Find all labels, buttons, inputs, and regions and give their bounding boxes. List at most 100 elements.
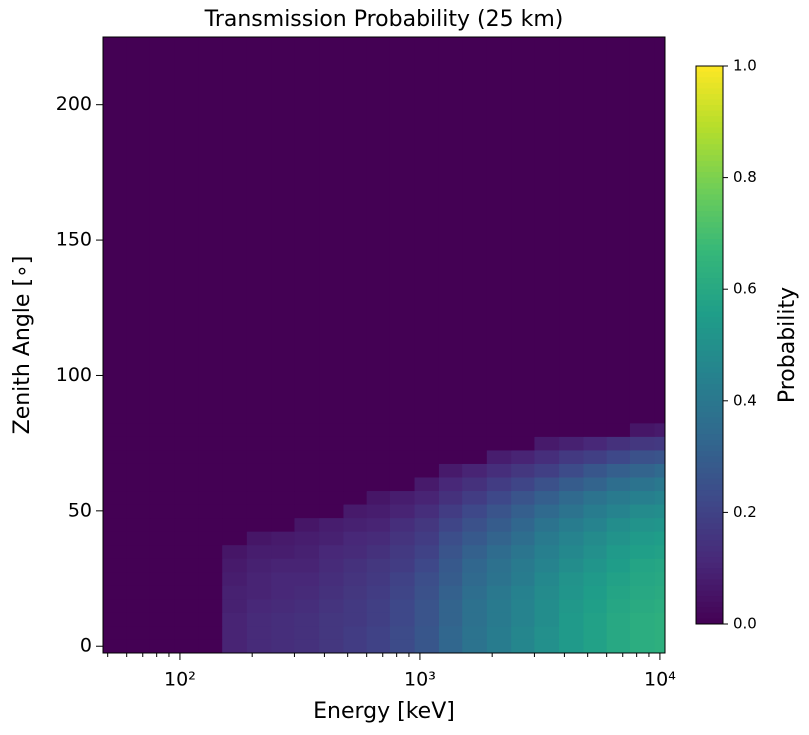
colorbar-swatch: [696, 517, 723, 525]
cell: [438, 571, 463, 586]
cell: [149, 504, 176, 519]
cell: [462, 598, 488, 613]
cell: [606, 585, 631, 600]
cell: [271, 463, 295, 478]
cell: [126, 531, 151, 546]
cell: [389, 449, 416, 464]
cell: [511, 544, 535, 559]
cell: [511, 37, 535, 424]
chart-title: Transmission Probability (25 km): [204, 7, 564, 32]
cell: [559, 37, 584, 424]
cell: [343, 639, 368, 654]
cell: [462, 504, 488, 519]
cell: [174, 544, 200, 559]
cell: [222, 625, 248, 640]
cell: [583, 490, 608, 505]
cell: [126, 517, 151, 532]
cell: [559, 598, 584, 613]
cell: [414, 517, 440, 532]
cell: [319, 558, 344, 573]
cell: [103, 544, 128, 559]
cell: [629, 531, 656, 546]
cell: [438, 449, 463, 464]
cell: [654, 571, 666, 586]
cell: [486, 504, 512, 519]
cell: [271, 639, 295, 654]
cell: [583, 436, 608, 451]
colorbar-swatch: [696, 227, 723, 234]
colorbar-swatch: [696, 456, 723, 463]
cell: [438, 544, 463, 559]
cell: [294, 37, 320, 424]
cell: [103, 531, 128, 546]
cell: [294, 625, 320, 640]
cell: [629, 639, 656, 654]
cell: [149, 436, 176, 451]
cell: [366, 490, 391, 505]
colorbar-swatch: [696, 490, 723, 497]
cell: [583, 639, 608, 654]
cell: [103, 436, 128, 451]
colorbar-swatch: [696, 451, 723, 458]
cell: [654, 517, 666, 532]
cell: [389, 490, 416, 505]
cell: [414, 544, 440, 559]
cell: [583, 558, 608, 573]
cell: [414, 422, 440, 437]
cell: [222, 422, 248, 437]
cell: [486, 639, 512, 654]
cell: [389, 37, 416, 424]
y-tick-label: 0: [80, 635, 92, 657]
cell: [654, 37, 666, 424]
cell: [629, 504, 656, 519]
cell: [294, 449, 320, 464]
cell: [246, 504, 272, 519]
colorbar-swatch: [696, 138, 723, 145]
cell: [438, 517, 463, 532]
cell: [438, 558, 463, 573]
cell: [534, 490, 560, 505]
colorbar-swatch: [696, 367, 723, 374]
cell: [486, 544, 512, 559]
cell: [559, 490, 584, 505]
cell: [343, 504, 368, 519]
cell: [222, 558, 248, 573]
colorbar-swatch: [696, 272, 723, 279]
cell: [606, 436, 631, 451]
cell: [486, 585, 512, 600]
cell: [271, 585, 295, 600]
x-tick-label: 10²: [164, 669, 196, 691]
cell: [583, 585, 608, 600]
cell: [126, 449, 151, 464]
cell: [271, 490, 295, 505]
colorbar-swatch: [696, 361, 723, 368]
cell: [654, 585, 666, 600]
cell: [222, 531, 248, 546]
cell: [654, 477, 666, 492]
colorbar-swatch: [696, 328, 723, 335]
cell: [606, 449, 631, 464]
colorbar-swatch: [696, 255, 723, 262]
cell: [462, 517, 488, 532]
cell: [103, 598, 128, 613]
cell: [534, 436, 560, 451]
cell: [389, 517, 416, 532]
cell: [198, 625, 223, 640]
cell: [389, 422, 416, 437]
colorbar-swatch: [696, 596, 723, 603]
cell: [319, 531, 344, 546]
colorbar-tick-label: 1.0: [733, 57, 757, 75]
cell: [319, 517, 344, 532]
cell: [559, 531, 584, 546]
cell: [438, 598, 463, 613]
cell: [174, 612, 200, 627]
cell: [222, 544, 248, 559]
cell: [462, 463, 488, 478]
colorbar-swatch: [696, 523, 723, 530]
cell: [222, 612, 248, 627]
cell: [149, 531, 176, 546]
cell: [654, 612, 666, 627]
cell: [583, 625, 608, 640]
colorbar-swatch: [696, 345, 723, 352]
